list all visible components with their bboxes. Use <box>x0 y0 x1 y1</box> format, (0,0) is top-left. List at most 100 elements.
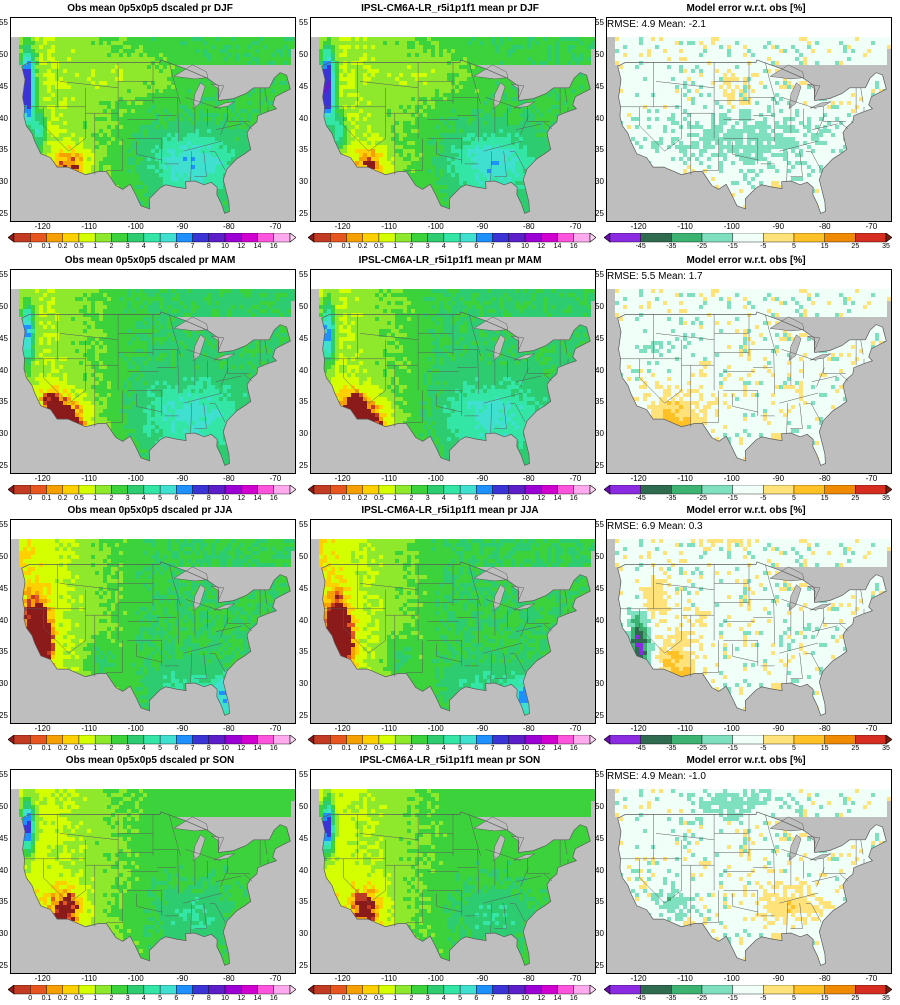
lat-tick-label: 25 <box>595 209 605 218</box>
lat-tick-label: 30 <box>595 929 605 938</box>
lat-tick-label: 55 <box>595 520 605 529</box>
lon-tick-label: -80 <box>514 974 544 983</box>
colorbar-swatch <box>509 735 525 744</box>
colorbar-swatch <box>733 985 764 994</box>
colorbar-swatch <box>825 735 856 744</box>
colorbar-swatch <box>176 485 192 494</box>
map-area <box>10 17 296 222</box>
colorbar-swatch <box>525 485 541 494</box>
colorbar-arrow-high <box>886 485 892 494</box>
colorbar-swatch <box>79 485 95 494</box>
colorbar-tick-label: 15 <box>815 243 835 250</box>
lat-tick-label: 25 <box>595 711 605 720</box>
lat-tick-label: 35 <box>0 397 9 406</box>
lon-tick-label: -80 <box>810 474 840 483</box>
lat-tick-label: 40 <box>299 866 309 875</box>
colorbar-swatch <box>733 735 764 744</box>
colorbar-tick-label: -15 <box>723 745 743 752</box>
colorbar-tick-label: 35 <box>876 995 896 1002</box>
lat-tick-label: 35 <box>299 647 309 656</box>
map-canvas <box>607 18 891 221</box>
colorbar-arrow-low <box>8 735 14 744</box>
colorbar-swatch <box>411 233 427 242</box>
colorbar-swatch <box>395 233 411 242</box>
lon-tick-label: -110 <box>74 974 104 983</box>
lat-tick-label: 55 <box>0 18 9 27</box>
lon-tick-label: -100 <box>421 724 451 733</box>
lat-tick-label: 25 <box>299 461 309 470</box>
lon-tick-label: -70 <box>260 474 290 483</box>
panel-title: Model error w.r.t. obs [%] <box>596 505 896 516</box>
colorbar-tick-label: 16 <box>564 745 584 752</box>
colorbar-swatch <box>46 485 62 494</box>
colorbar-swatch <box>525 735 541 744</box>
colorbar-tick-label: 16 <box>264 745 284 752</box>
colorbar-arrow-high <box>886 735 892 744</box>
lat-tick-label: 25 <box>0 461 9 470</box>
colorbar-tick-label: 16 <box>264 495 284 502</box>
lat-tick-label: 45 <box>299 834 309 843</box>
lat-tick-label: 35 <box>0 145 9 154</box>
colorbar-tick-label: -5 <box>753 495 773 502</box>
lat-tick-label: 45 <box>299 334 309 343</box>
lon-tick-label: -80 <box>810 724 840 733</box>
lat-tick-label: 25 <box>595 461 605 470</box>
lat-tick-label: 55 <box>0 270 9 279</box>
colorbar-swatch <box>193 233 209 242</box>
lon-tick-label: -90 <box>467 724 497 733</box>
colorbar-swatch <box>794 985 825 994</box>
lon-tick-label: -120 <box>328 724 358 733</box>
map-canvas <box>607 770 891 973</box>
colorbar-tick-label: 16 <box>264 243 284 250</box>
colorbar-swatch <box>825 233 856 242</box>
lon-tick-label: -110 <box>74 474 104 483</box>
panel-title: IPSL-CM6A-LR_r5i1p1f1 mean pr MAM <box>300 255 600 266</box>
colorbar-arrow-low <box>604 735 610 744</box>
colorbar-swatch <box>346 233 362 242</box>
colorbar-swatch <box>763 485 794 494</box>
colorbar-tick-label: -45 <box>631 995 651 1002</box>
lon-tick-label: -120 <box>624 222 654 231</box>
colorbar-swatch <box>314 233 330 242</box>
colorbar-swatch <box>274 985 290 994</box>
colorbar-arrow-low <box>8 985 14 994</box>
lon-tick-label: -70 <box>560 974 590 983</box>
lon-tick-label: -110 <box>74 724 104 733</box>
colorbar-tick-label: 5 <box>784 745 804 752</box>
lat-tick-label: 50 <box>0 302 9 311</box>
lat-tick-label: 30 <box>595 429 605 438</box>
colorbar-swatch <box>671 985 702 994</box>
colorbar-swatch <box>411 985 427 994</box>
colorbar-swatch <box>428 985 444 994</box>
colorbar-swatch <box>79 735 95 744</box>
colorbar-swatch <box>794 485 825 494</box>
colorbar-swatch <box>95 985 111 994</box>
lat-tick-label: 45 <box>0 82 9 91</box>
colorbar-swatch <box>525 233 541 242</box>
lon-tick-label: -120 <box>328 222 358 231</box>
colorbar-swatch <box>193 485 209 494</box>
colorbar-swatch <box>225 985 241 994</box>
lat-tick-label: 30 <box>0 929 9 938</box>
colorbar-arrow-high <box>290 735 296 744</box>
lon-tick-label: -90 <box>167 222 197 231</box>
colorbar-swatch <box>128 985 144 994</box>
panel-title: Model error w.r.t. obs [%] <box>596 3 896 14</box>
error-colorbar <box>604 985 892 995</box>
lat-tick-label: 30 <box>299 929 309 938</box>
colorbar-swatch <box>476 735 492 744</box>
colorbar-swatch <box>241 985 257 994</box>
colorbar-tick-label: -15 <box>723 495 743 502</box>
colorbar-swatch <box>395 985 411 994</box>
colorbar-arrow-high <box>290 233 296 242</box>
colorbar-swatch <box>160 735 176 744</box>
colorbar-tick-label: 16 <box>564 995 584 1002</box>
map-area <box>310 519 596 724</box>
lat-tick-label: 45 <box>299 584 309 593</box>
lat-tick-label: 40 <box>0 616 9 625</box>
colorbar-swatch <box>733 485 764 494</box>
lat-tick-label: 25 <box>0 209 9 218</box>
colorbar-swatch <box>225 233 241 242</box>
